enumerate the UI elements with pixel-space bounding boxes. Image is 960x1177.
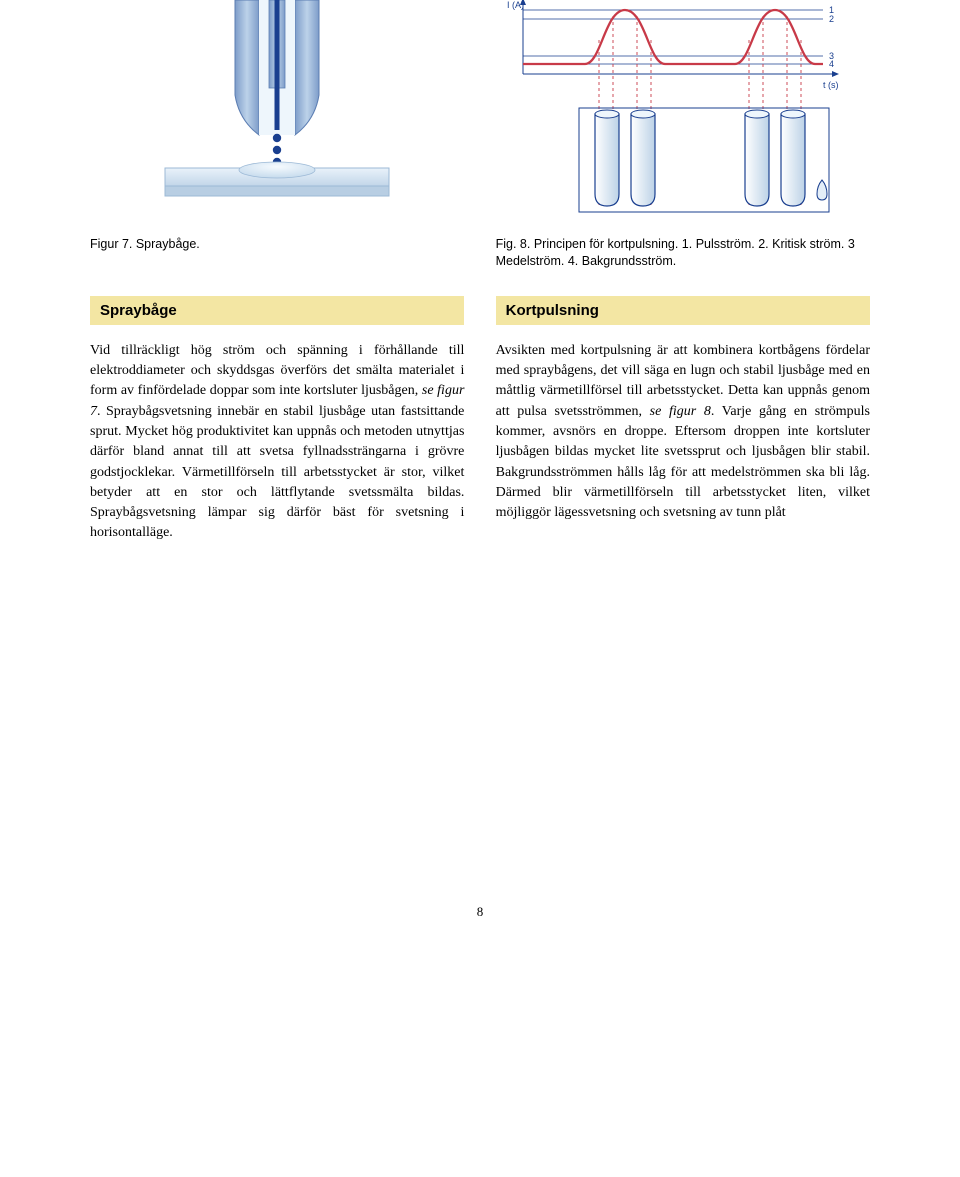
line-label-4: 4 xyxy=(829,59,834,69)
left-heading: Spraybåge xyxy=(90,296,464,325)
right-body-em: se figur 8 xyxy=(650,404,711,419)
text-columns: Spraybåge Vid tillräckligt hög ström och… xyxy=(90,296,870,544)
figure-7 xyxy=(90,0,464,222)
left-body-part1: Vid tillräckligt hög ström och spänning … xyxy=(90,343,464,399)
caption-row: Figur 7. Spraybåge. Fig. 8. Principen fö… xyxy=(90,236,870,270)
right-body-part2: . Varje gång en strömpuls kommer, avsnör… xyxy=(496,404,870,520)
figure-8-caption: Fig. 8. Principen för kortpulsning. 1. P… xyxy=(496,236,870,270)
x-axis-label: t (s) xyxy=(823,80,839,90)
figure-8: I (A) t (s) 1 2 3 4 xyxy=(496,0,870,222)
y-axis-label: I (A) xyxy=(507,0,524,10)
line-label-2: 2 xyxy=(829,14,834,24)
page-number: 8 xyxy=(90,904,870,920)
figure-row: I (A) t (s) 1 2 3 4 xyxy=(90,0,870,222)
figure-7-caption: Figur 7. Spraybåge. xyxy=(90,236,464,270)
right-column: Kortpulsning Avsikten med kortpulsning ä… xyxy=(496,296,870,544)
left-body-part2: . Spraybågsvetsning innebär en stabil lj… xyxy=(90,404,464,541)
right-heading: Kortpulsning xyxy=(496,296,870,325)
tubes-icon xyxy=(579,108,829,212)
left-column: Spraybåge Vid tillräckligt hög ström och… xyxy=(90,296,464,544)
left-body: Vid tillräckligt hög ström och spänning … xyxy=(90,341,464,544)
right-body: Avsikten med kortpulsning är att kombine… xyxy=(496,341,870,524)
